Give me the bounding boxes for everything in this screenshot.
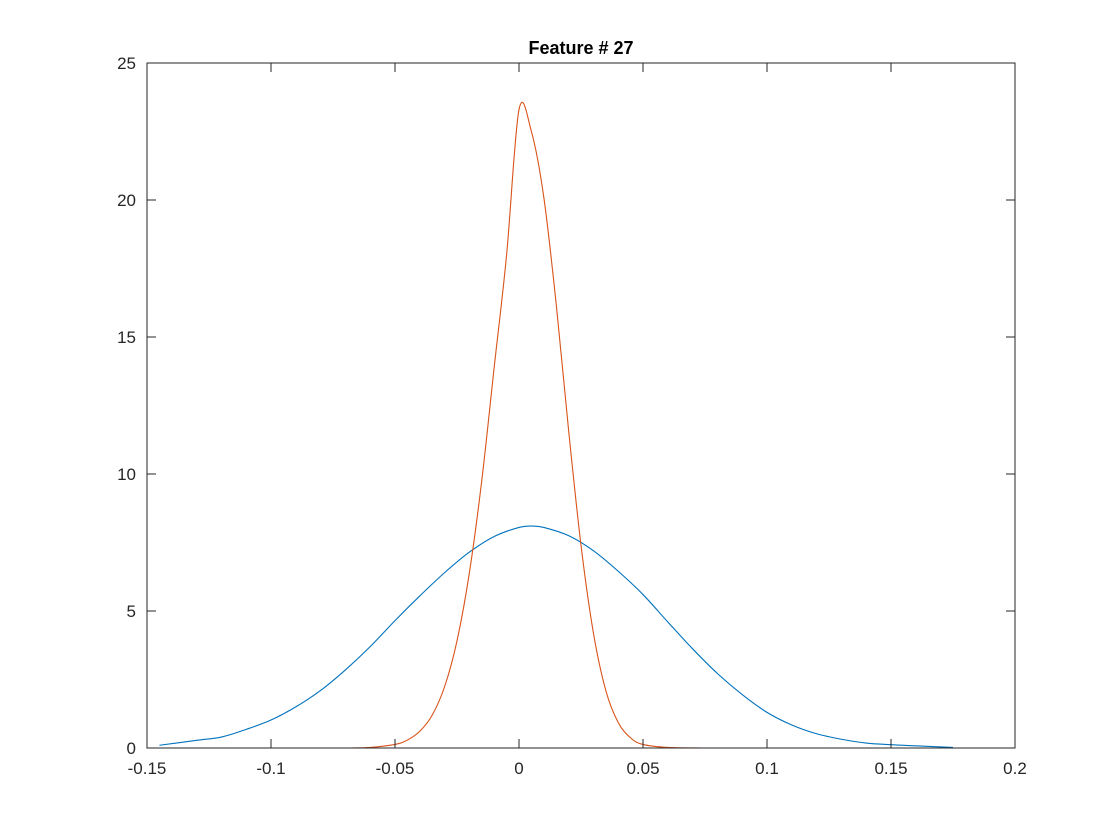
y-tick-label: 10 (117, 465, 136, 484)
series-line-1 (159, 525, 954, 748)
axes-box (146, 62, 1016, 749)
y-tick-label: 25 (117, 54, 136, 73)
plot-area (147, 63, 1015, 748)
y-tick-label: 5 (127, 602, 136, 621)
x-tick-label: -0.15 (128, 759, 167, 778)
series-layer (159, 101, 954, 749)
x-tick-label: 0.15 (874, 759, 907, 778)
y-tick-label: 20 (117, 191, 136, 210)
x-tick-label: 0 (514, 759, 523, 778)
x-tick-label: 0.2 (1003, 759, 1027, 778)
x-tick-label: 0.1 (755, 759, 779, 778)
x-tick-label: -0.1 (256, 759, 285, 778)
y-tick-label: 15 (117, 328, 136, 347)
chart-title: Feature # 27 (528, 38, 633, 58)
y-tick-label: 0 (127, 739, 136, 758)
series-line-2 (350, 101, 703, 749)
x-tick-label: 0.05 (626, 759, 659, 778)
x-tick-label: -0.05 (376, 759, 415, 778)
tick-layer: -0.15 -0.1 -0.05 0 0.05 0.1 0.15 0.2 0 5 10 15 20 25 (117, 54, 1027, 778)
